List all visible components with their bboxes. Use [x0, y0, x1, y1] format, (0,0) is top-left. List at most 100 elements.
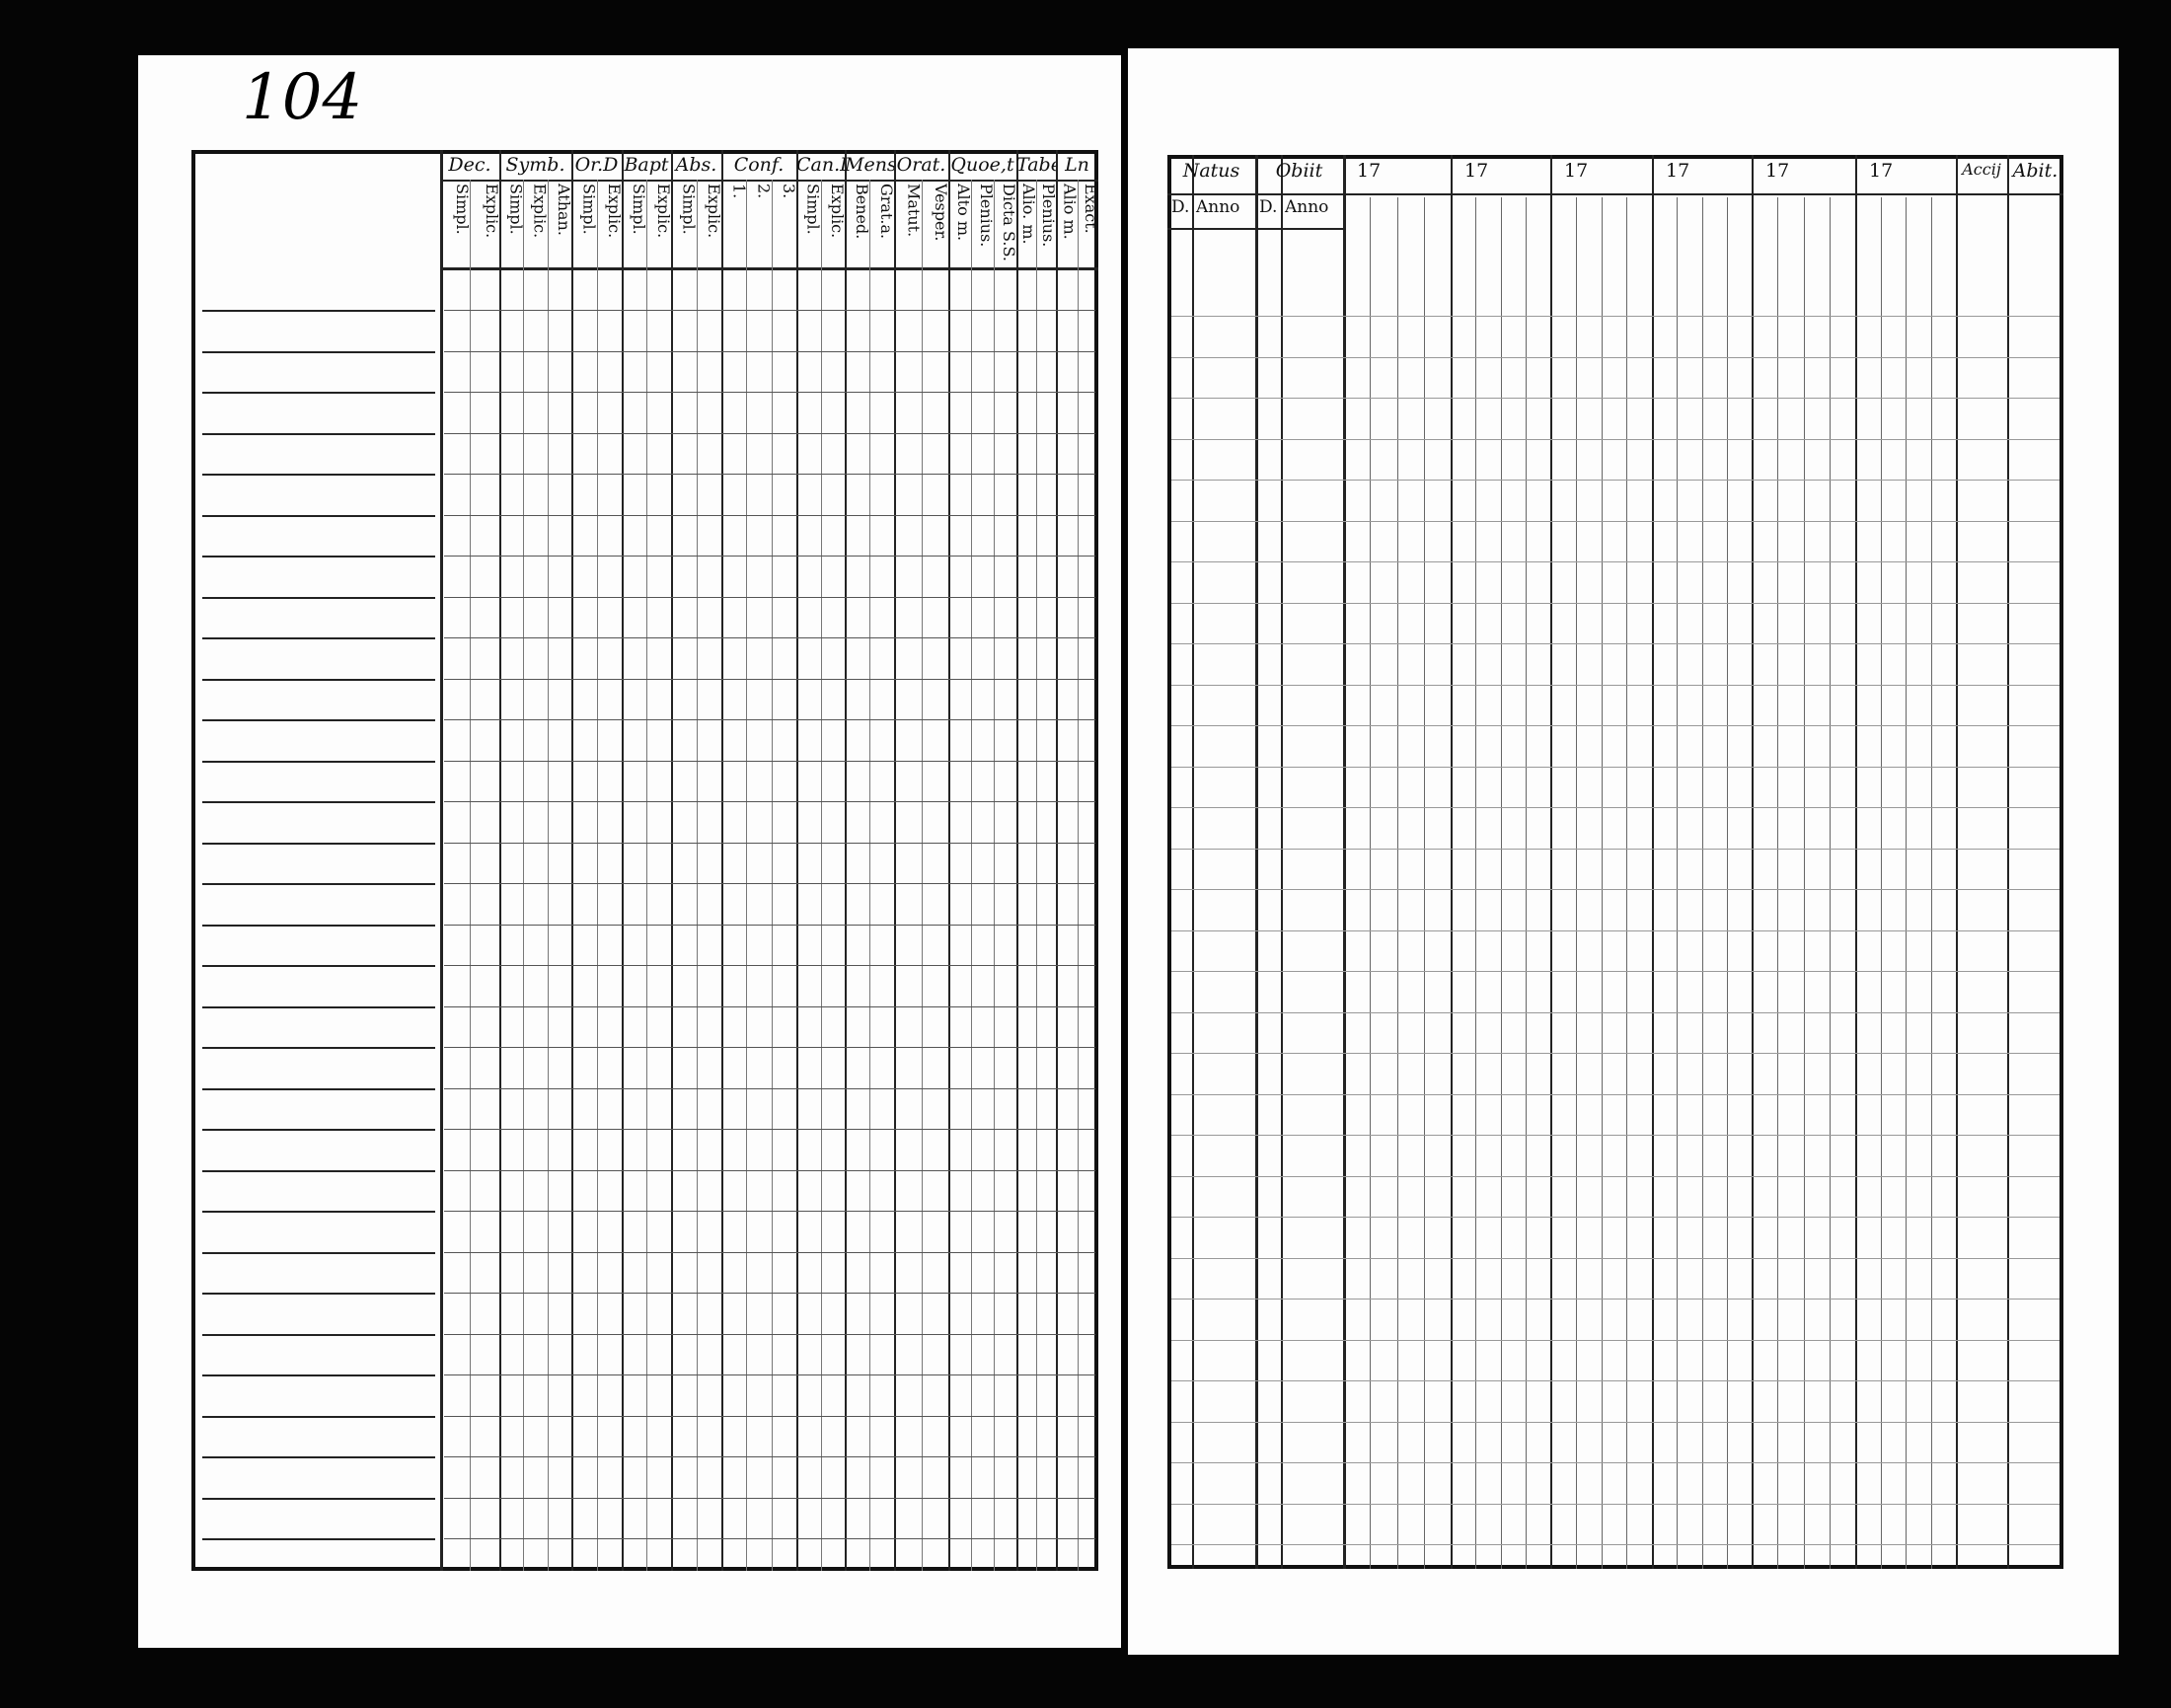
natus-day: D.	[1171, 197, 1190, 217]
column-subheader: Alto m.	[954, 184, 971, 242]
row-rule	[1171, 1504, 2059, 1505]
row-rule	[444, 761, 1095, 762]
year-sub-divider	[1526, 197, 1527, 1569]
sub-column-divider	[869, 180, 870, 1571]
name-row-rule	[202, 1211, 435, 1213]
column-subheader: Bened.	[853, 184, 869, 240]
column-subheader: Simpl.	[506, 184, 524, 235]
row-rule	[444, 1088, 1095, 1089]
column-subheader: Plenius.	[1039, 184, 1056, 248]
row-rule	[444, 1129, 1095, 1130]
accij-header: Accij	[1962, 160, 2001, 179]
year-sub-divider	[1602, 197, 1603, 1569]
column-subheader: Exact.	[1082, 184, 1098, 234]
column-divider	[499, 150, 501, 1571]
column-subheader: Explic.	[605, 184, 622, 239]
name-row-rule	[202, 433, 435, 435]
column-header: Can.D	[796, 154, 845, 176]
row-rule	[444, 637, 1095, 638]
sub-column-divider	[994, 180, 995, 1571]
row-rule	[444, 1456, 1095, 1457]
row-rule	[444, 1047, 1095, 1048]
column-subheader: 3.	[779, 184, 796, 199]
row-rule	[1171, 1340, 2059, 1341]
column-subheader: Vesper.	[932, 184, 948, 242]
row-rule	[444, 556, 1095, 557]
column-header: Quoe,t	[950, 154, 1014, 176]
right-register-table	[1167, 155, 2063, 1569]
row-rule	[1171, 439, 2059, 440]
column-header: Bapt	[624, 154, 669, 176]
name-row-rule	[202, 1129, 435, 1131]
row-rule	[1171, 561, 2059, 562]
row-rule	[1171, 1462, 2059, 1463]
row-rule	[444, 392, 1095, 393]
row-rule	[444, 1334, 1095, 1335]
column-divider	[721, 150, 723, 1571]
column-subheader: Simpl.	[679, 184, 697, 235]
name-row-rule	[202, 925, 435, 927]
column-divider	[1956, 155, 1958, 1569]
column-subheader: Simpl.	[803, 184, 821, 235]
row-rule	[444, 1374, 1095, 1375]
row-rule	[444, 1252, 1095, 1253]
left-page	[138, 55, 1121, 1648]
row-rule	[1171, 521, 2059, 522]
sub-column-divider	[548, 180, 549, 1571]
column-divider	[948, 150, 950, 1571]
year-header: 17	[1564, 160, 1589, 182]
abit-header: Abit.	[2012, 160, 2059, 182]
name-row-rule	[202, 1456, 435, 1458]
row-rule	[1171, 1299, 2059, 1300]
name-row-rule	[202, 1293, 435, 1295]
row-rule	[1171, 1422, 2059, 1423]
column-subheader: Explic.	[705, 184, 721, 239]
row-rule	[444, 883, 1095, 884]
column-divider	[1281, 155, 1283, 1569]
name-row-rule	[202, 1088, 435, 1090]
column-subheader: Explic.	[828, 184, 845, 239]
row-rule	[444, 351, 1095, 352]
row-rule	[1171, 603, 2059, 604]
name-row-rule	[202, 719, 435, 721]
column-divider	[1652, 155, 1654, 1569]
name-row-rule	[202, 1334, 435, 1336]
left-register-table	[191, 150, 1098, 1571]
row-rule	[444, 310, 1095, 311]
name-row-rule	[202, 392, 435, 394]
sub-column-divider	[971, 180, 972, 1571]
column-header: Dec.	[448, 154, 491, 176]
column-subheader: Simpl.	[630, 184, 646, 235]
column-header: Or.D	[574, 154, 619, 176]
sub-column-divider	[772, 180, 773, 1571]
sub-column-divider	[746, 180, 747, 1571]
column-header: Ln	[1065, 154, 1089, 176]
name-row-rule	[202, 474, 435, 476]
year-header: 17	[1666, 160, 1690, 182]
column-subheader: Simpl.	[453, 184, 470, 235]
name-row-rule	[202, 1006, 435, 1008]
row-rule	[444, 843, 1095, 844]
natus-year: Anno	[1196, 197, 1240, 217]
column-header: Orat.	[896, 154, 946, 176]
row-rule	[1171, 807, 2059, 808]
year-sub-divider	[1804, 197, 1805, 1569]
year-header: 17	[1765, 160, 1790, 182]
row-rule	[444, 1498, 1095, 1499]
column-divider	[1016, 150, 1018, 1571]
row-rule	[444, 1006, 1095, 1007]
row-rule	[1171, 725, 2059, 726]
natus-header: Natus	[1182, 160, 1240, 182]
name-row-rule	[202, 597, 435, 599]
row-rule	[1171, 685, 2059, 686]
column-divider	[571, 150, 573, 1571]
row-rule	[1171, 643, 2059, 644]
row-rule	[1171, 480, 2059, 481]
name-row-rule	[202, 1416, 435, 1418]
year-header: 17	[1357, 160, 1382, 182]
name-row-rule	[202, 801, 435, 803]
column-header: Conf.	[733, 154, 785, 176]
name-row-rule	[202, 965, 435, 967]
year-sub-divider	[1702, 197, 1703, 1569]
name-row-rule	[202, 1252, 435, 1254]
